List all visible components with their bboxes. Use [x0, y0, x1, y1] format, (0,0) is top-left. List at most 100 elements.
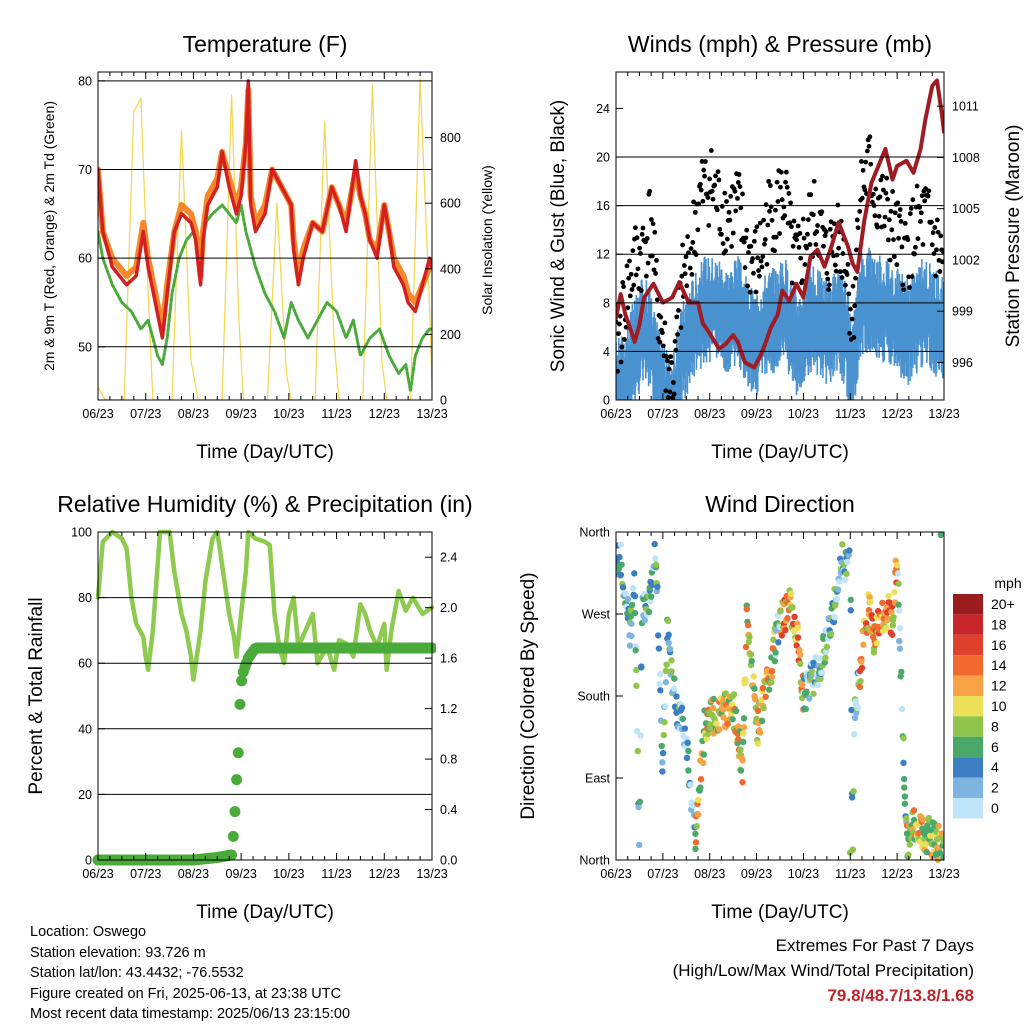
created-text: Figure created on Fri, 2025-06-13, at 23…: [30, 985, 342, 1002]
wind-direction-point: [758, 717, 766, 725]
wind-direction-point: [782, 626, 789, 634]
gust-point: [857, 208, 863, 214]
plot-area: [616, 531, 944, 864]
wind-direction-point: [789, 604, 796, 611]
x-tick-label: 06/23: [600, 407, 631, 421]
wind-direction-point: [895, 580, 902, 587]
gust-point: [722, 190, 728, 196]
gust-point: [712, 182, 718, 188]
gust-point: [717, 226, 723, 232]
wind-direction-point: [679, 715, 686, 723]
gust-point: [751, 238, 757, 244]
wind-direction-point: [744, 622, 752, 629]
gust-point: [890, 189, 896, 194]
gust-point: [670, 380, 676, 385]
wind-direction-point: [816, 655, 824, 662]
gust-point: [716, 177, 722, 183]
gust-point: [802, 262, 808, 267]
wind-direction-point: [937, 531, 944, 539]
gust-point: [674, 314, 680, 320]
gust-point: [794, 237, 799, 243]
gust-point: [654, 297, 660, 303]
wind-direction-point: [762, 693, 769, 701]
y2-tick-label: 1.6: [440, 652, 457, 666]
wind-direction-point: [844, 558, 851, 566]
y-tick-label: 100: [71, 526, 92, 540]
wind-direction-point: [810, 690, 817, 697]
gust-point: [710, 196, 716, 202]
y2-axis-label: Solar Insolation (Yellow): [479, 165, 495, 315]
gust-point: [755, 255, 761, 261]
gust-point: [714, 207, 720, 213]
wind-direction-point: [822, 654, 829, 662]
gust-point: [854, 217, 860, 223]
wind-direction-point: [879, 599, 886, 606]
panel-4: 06/23 07/23 08/23 09/23 10/23 11/23 12/23 13/23…: [518, 491, 1022, 923]
gust-point: [664, 354, 670, 360]
legend-swatch: [953, 614, 983, 635]
gust-point: [837, 269, 843, 275]
gust-point: [726, 209, 732, 215]
wind-direction-point: [900, 735, 907, 742]
x-tick-label: 11/23: [321, 867, 351, 881]
gust-point: [698, 187, 704, 193]
wind-direction-point: [883, 624, 890, 632]
wind-direction-point: [771, 657, 779, 665]
gust-point: [790, 243, 796, 249]
gust-point: [627, 293, 633, 299]
gust-point: [651, 267, 657, 273]
gust-point: [898, 218, 904, 224]
x-tick-label: 07/23: [130, 867, 161, 881]
pressure-line: [616, 78, 944, 370]
gust-point: [929, 242, 935, 248]
gust-point: [866, 143, 872, 149]
gust-point: [913, 244, 918, 250]
gust-point: [631, 282, 637, 288]
gust-point: [901, 287, 907, 293]
gust-point: [844, 272, 850, 277]
gust-point: [905, 237, 911, 243]
gust-point: [855, 225, 861, 231]
gust-point: [902, 221, 908, 226]
wind-direction-point: [739, 779, 746, 786]
gust-point: [713, 173, 718, 179]
wind-direction-point: [633, 727, 641, 735]
gust-point: [935, 229, 941, 235]
gust-point: [644, 236, 650, 241]
legend-label: 4: [991, 759, 999, 775]
wind-direction-point: [637, 732, 644, 739]
wind-direction-point: [742, 679, 749, 686]
wind-direction-point: [857, 677, 864, 685]
gust-point: [715, 169, 721, 175]
gust-point: [897, 207, 903, 212]
gust-point: [870, 191, 876, 197]
wind-direction-point: [822, 648, 830, 656]
gust-point: [798, 255, 804, 261]
wind-direction-point: [638, 663, 645, 670]
gust-point: [767, 183, 773, 188]
wind-direction-point: [664, 617, 672, 625]
gust-point: [719, 231, 724, 237]
gust-point: [762, 237, 768, 242]
x-tick-label: 13/23: [416, 867, 447, 881]
wind-direction-point: [754, 707, 762, 715]
wind-direction-point: [662, 703, 669, 710]
wind-direction-point: [756, 729, 764, 736]
gust-point: [833, 268, 839, 274]
gust-point: [724, 199, 729, 204]
x-tick-label: 11/23: [835, 407, 865, 421]
wind-direction-point: [737, 767, 745, 774]
y-tick-label: 24: [596, 102, 610, 116]
x-tick-label: 11/23: [835, 867, 865, 881]
wind-direction-point: [794, 624, 802, 632]
wind-direction-point: [661, 718, 668, 726]
chart-title: Relative Humidity (%) & Precipitation (i…: [57, 491, 472, 517]
wind-direction-point: [808, 668, 816, 676]
gust-point: [630, 248, 636, 254]
gust-point: [888, 208, 894, 214]
gust-point: [649, 217, 654, 222]
chart-title: Winds (mph) & Pressure (mb): [628, 31, 932, 57]
gust-point: [882, 214, 888, 220]
y2-tick-label: 1011: [952, 100, 979, 114]
gust-point: [672, 338, 678, 344]
